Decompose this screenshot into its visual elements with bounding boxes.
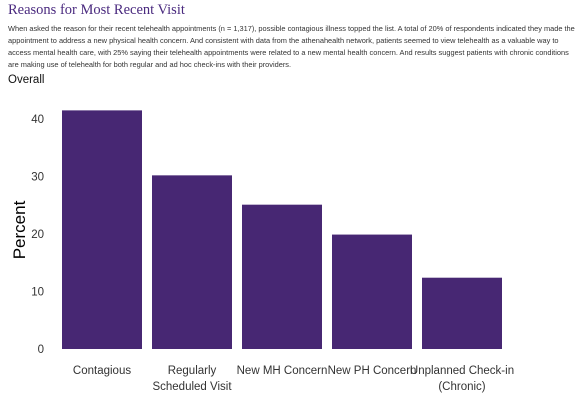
x-tick-label-line: New MH Concern (237, 365, 328, 377)
y-tick-label: 40 (31, 114, 44, 126)
bar (242, 204, 322, 349)
x-tick-label: Unplanned Check-in (Chronic) (410, 365, 514, 393)
x-tick-label-line: Contagious (73, 365, 131, 377)
y-tick-label: 10 (31, 287, 44, 299)
chart-subtitle: Overall (8, 74, 45, 86)
chart-title: Reasons for Most Recent Visit (8, 2, 185, 18)
y-tick-label: 30 (31, 172, 44, 184)
bars (62, 110, 502, 349)
x-tick-label: New PH Concern (328, 365, 417, 377)
x-tick-label-line: Scheduled Visit (152, 381, 232, 393)
bar (62, 110, 142, 349)
x-tick-label-line: Unplanned Check-in (410, 365, 514, 377)
y-axis-ticks: 0 10 20 30 40 (31, 114, 44, 356)
intro-paragraph: When asked the reason for their recent t… (8, 24, 575, 69)
x-tick-label-line: (Chronic) (438, 381, 485, 393)
bar (422, 277, 502, 349)
bar (332, 234, 412, 349)
y-tick-label: 20 (31, 229, 44, 241)
x-tick-label-line: Regularly (168, 365, 217, 377)
x-tick-label-line: New PH Concern (328, 365, 417, 377)
x-axis-labels: Contagious Regularly Scheduled Visit New MH… (73, 365, 514, 393)
y-tick-label: 0 (38, 344, 44, 356)
y-axis-label: Percent (10, 200, 29, 259)
x-tick-label: New MH Concern (237, 365, 328, 377)
x-tick-label: Regularly Scheduled Visit (152, 365, 232, 393)
bar (152, 175, 232, 349)
x-tick-label: Contagious (73, 365, 131, 377)
